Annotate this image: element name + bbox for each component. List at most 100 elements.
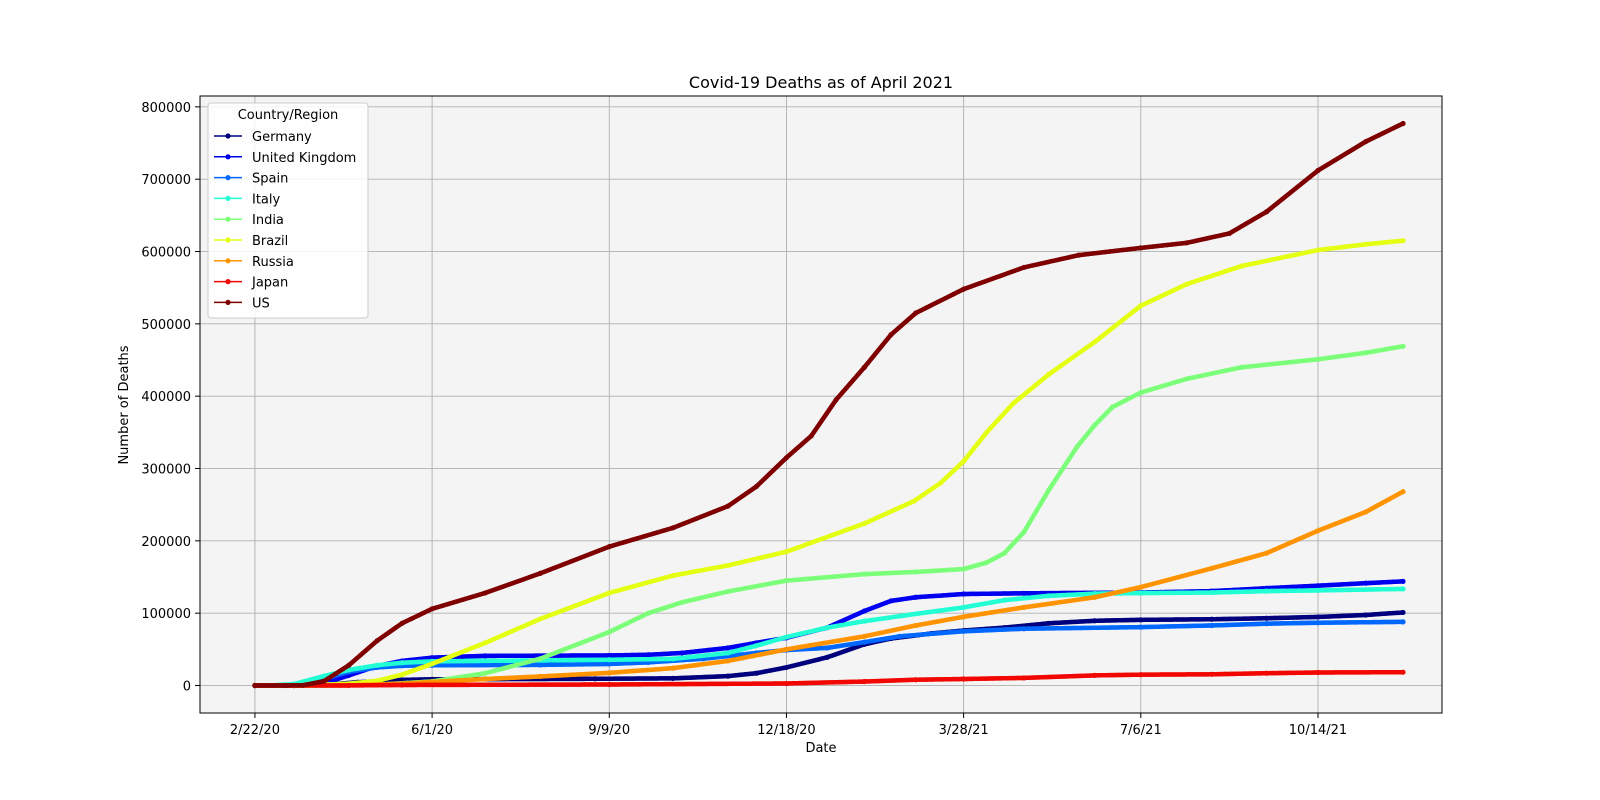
data-point — [482, 676, 488, 682]
data-point — [753, 670, 759, 676]
data-point — [1400, 609, 1406, 616]
legend-label: Spain — [252, 172, 288, 187]
data-point — [783, 455, 790, 461]
data-point — [1184, 376, 1190, 382]
data-point — [670, 525, 676, 531]
data-point — [1021, 626, 1027, 632]
data-point — [429, 606, 435, 612]
legend-item-russia: Russia — [214, 255, 294, 270]
data-point — [537, 616, 543, 622]
data-point — [429, 655, 435, 661]
data-point — [1001, 550, 1007, 556]
data-point — [1021, 675, 1027, 681]
data-point — [1138, 584, 1144, 590]
legend-label: United Kingdom — [252, 151, 356, 166]
data-point — [300, 682, 306, 688]
data-point — [1263, 550, 1270, 556]
data-point — [1092, 672, 1098, 678]
data-point — [1209, 565, 1215, 571]
data-point — [984, 559, 990, 566]
data-point — [1226, 230, 1232, 237]
data-point — [961, 628, 967, 634]
data-point — [1315, 583, 1321, 589]
data-point — [670, 675, 676, 681]
legend-swatch-marker — [225, 258, 231, 264]
legend-label: Italy — [252, 192, 281, 207]
data-point — [1400, 669, 1406, 675]
y-tick-label: 700000 — [141, 173, 191, 188]
data-point — [913, 622, 919, 629]
y-tick-label: 400000 — [141, 390, 191, 405]
data-point — [252, 682, 258, 689]
data-point — [961, 458, 967, 464]
data-point — [606, 590, 612, 596]
legend-item-japan: Japan — [214, 276, 288, 291]
data-point — [1138, 617, 1144, 623]
data-point — [824, 654, 830, 660]
data-point — [897, 613, 903, 619]
data-point — [1263, 209, 1270, 215]
data-point — [897, 633, 903, 639]
data-point — [282, 682, 288, 689]
data-point — [374, 678, 380, 684]
legend-label: Russia — [252, 255, 294, 270]
legend-item-germany: Germany — [214, 130, 312, 145]
data-point — [783, 664, 790, 671]
data-point — [1363, 350, 1369, 356]
data-point — [670, 572, 676, 579]
data-point — [606, 544, 612, 550]
data-point — [725, 562, 731, 569]
data-point — [1010, 400, 1016, 407]
data-point — [1184, 240, 1190, 246]
data-point — [670, 656, 676, 662]
data-point — [861, 571, 868, 577]
data-point — [753, 643, 759, 649]
data-point — [1076, 252, 1082, 258]
data-point — [888, 598, 894, 604]
data-point — [961, 566, 967, 572]
data-point — [861, 678, 868, 685]
data-point — [399, 672, 405, 678]
data-point — [1021, 529, 1027, 535]
data-point — [1021, 590, 1027, 596]
legend-item-italy: Italy — [214, 192, 281, 207]
data-point — [1315, 247, 1321, 253]
data-point — [1263, 615, 1270, 621]
legend-swatch-marker — [225, 195, 231, 201]
data-point — [1363, 580, 1369, 586]
plot-frame — [199, 95, 1443, 714]
series-italy — [252, 586, 1406, 689]
data-point — [1363, 241, 1369, 247]
legend-swatch-marker — [225, 299, 231, 305]
data-point — [346, 662, 352, 668]
legend-item-us: US — [214, 296, 270, 311]
data-point — [346, 682, 352, 689]
data-point — [725, 673, 731, 679]
data-point — [399, 620, 405, 626]
data-point — [606, 652, 612, 659]
data-point — [1263, 670, 1270, 676]
data-point — [1021, 264, 1027, 271]
x-tick-label: 12/18/20 — [757, 723, 815, 738]
data-point — [911, 498, 917, 504]
data-point — [1046, 371, 1052, 378]
x-tick-label: 10/14/21 — [1289, 723, 1347, 738]
data-point — [1315, 620, 1321, 626]
series-brazil — [252, 238, 1406, 689]
data-point — [1315, 587, 1321, 593]
data-point — [1363, 509, 1369, 515]
data-point — [374, 662, 380, 668]
data-point — [1315, 167, 1321, 174]
data-point — [537, 570, 543, 576]
data-point — [888, 332, 894, 338]
data-point — [1263, 588, 1270, 594]
data-point — [808, 433, 814, 439]
legend-item-united-kingdom: United Kingdom — [214, 151, 356, 166]
series-group — [252, 120, 1406, 689]
data-point — [1021, 604, 1027, 610]
x-tick-label: 2/22/20 — [230, 723, 280, 738]
data-point — [783, 578, 790, 584]
data-point — [1046, 487, 1052, 493]
data-point — [645, 610, 651, 616]
legend-label: Germany — [252, 130, 312, 145]
